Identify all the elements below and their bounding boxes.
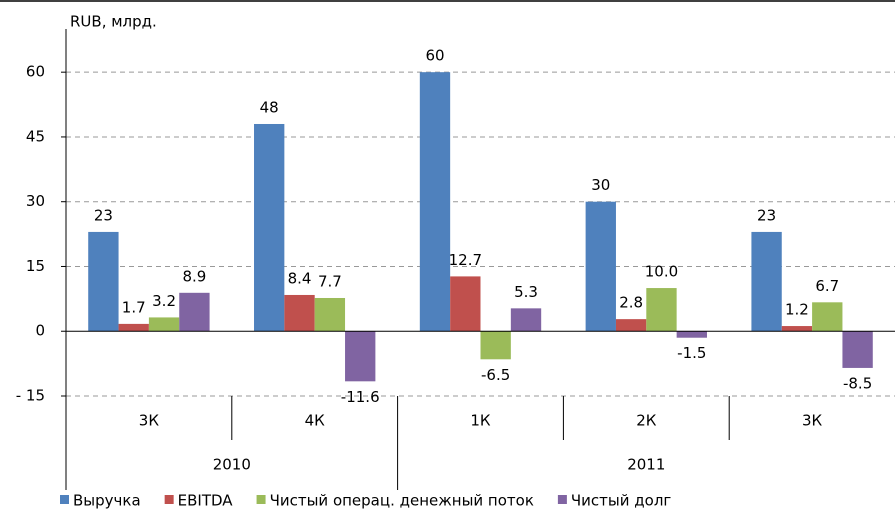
bar <box>781 326 813 332</box>
legend-label: Выручка <box>73 492 141 510</box>
bar <box>284 294 315 332</box>
legend-swatch <box>557 495 567 504</box>
value-label: 5.3 <box>514 283 538 301</box>
bar <box>646 288 677 332</box>
y-tick-label: 60 <box>26 63 45 81</box>
value-label: 2.8 <box>619 294 643 312</box>
value-label: 3.2 <box>152 292 176 310</box>
legend-swatch <box>164 495 174 504</box>
value-label: 60 <box>425 47 444 65</box>
bar <box>812 302 843 332</box>
group-label: 2011 <box>627 456 665 474</box>
bar <box>585 201 616 332</box>
value-label: 30 <box>591 176 610 194</box>
bar <box>615 319 647 332</box>
legend-label: Чистый долг <box>571 492 672 510</box>
value-label: 12.7 <box>449 251 482 269</box>
bar <box>345 331 376 382</box>
bar <box>510 308 542 332</box>
legend-swatch <box>256 495 266 504</box>
bar <box>480 331 511 360</box>
x-tick-label: 4К <box>305 412 326 430</box>
value-label: -1.5 <box>677 344 706 362</box>
bar <box>314 297 346 332</box>
value-label: 1.2 <box>785 301 809 319</box>
bar <box>676 331 707 338</box>
bar <box>751 231 782 332</box>
value-label: 7.7 <box>318 272 342 290</box>
value-label: 6.7 <box>815 277 839 295</box>
x-tick-label: 2К <box>636 412 657 430</box>
value-label: -8.5 <box>843 374 872 392</box>
y-tick-label: 15 <box>26 257 45 275</box>
value-label: 1.7 <box>122 298 146 316</box>
y-tick-label: - 15 <box>16 387 45 405</box>
value-label: 8.4 <box>288 269 312 287</box>
value-label: 48 <box>260 98 279 116</box>
bar <box>148 317 180 332</box>
bar <box>254 123 285 332</box>
bar <box>179 292 210 332</box>
value-label: 23 <box>757 206 776 224</box>
bar <box>419 72 451 332</box>
x-tick-label: 3К <box>139 412 160 430</box>
bar <box>118 323 149 332</box>
group-label: 2010 <box>213 456 251 474</box>
x-tick-label: 3К <box>802 412 823 430</box>
value-label: -6.5 <box>481 366 510 384</box>
bar <box>842 331 873 368</box>
legend-label: EBITDA <box>178 492 234 510</box>
y-tick-label: 45 <box>26 127 45 145</box>
value-label: -11.6 <box>341 388 380 406</box>
value-label: 23 <box>94 206 113 224</box>
value-label: 10.0 <box>645 263 678 281</box>
x-tick-label: 1К <box>470 412 491 430</box>
axis-label: RUB, млрд. <box>70 13 157 31</box>
value-label: 8.9 <box>182 267 206 285</box>
legend-swatch <box>60 495 69 504</box>
y-tick-label: 0 <box>35 322 45 340</box>
bar <box>450 276 481 332</box>
bar <box>88 231 119 332</box>
legend-label: Чистый операц. денежный поток <box>270 492 534 510</box>
y-tick-label: 30 <box>26 192 45 210</box>
